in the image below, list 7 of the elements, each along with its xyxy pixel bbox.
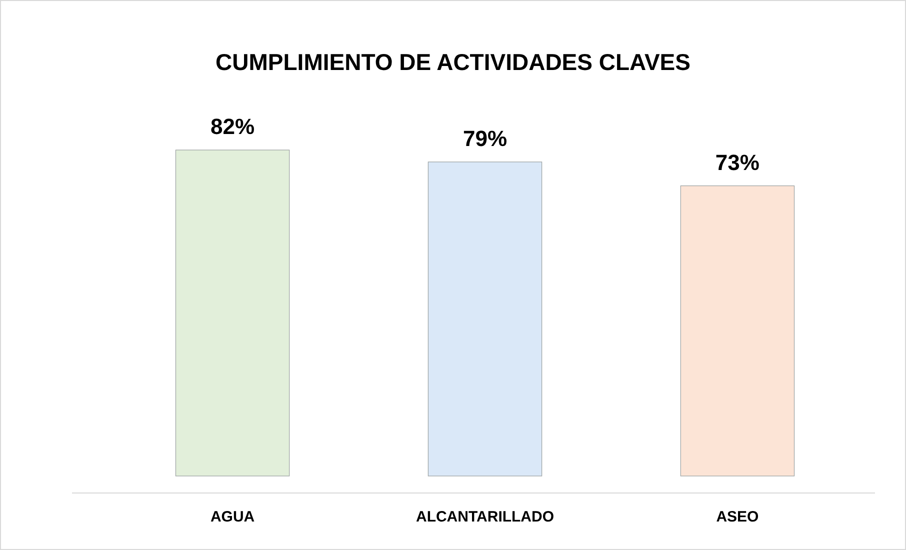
data-label: 82% bbox=[210, 114, 255, 139]
data-label: 79% bbox=[462, 126, 508, 151]
x-tick-label: AGUA bbox=[210, 508, 255, 526]
data-label: 73% bbox=[715, 150, 760, 175]
x-tick-label: ALCANTARILLADO bbox=[416, 508, 554, 526]
chart-title: CUMPLIMIENTO DE ACTIVIDADES CLAVES bbox=[216, 49, 690, 75]
x-tick-label: ASEO bbox=[716, 508, 760, 526]
